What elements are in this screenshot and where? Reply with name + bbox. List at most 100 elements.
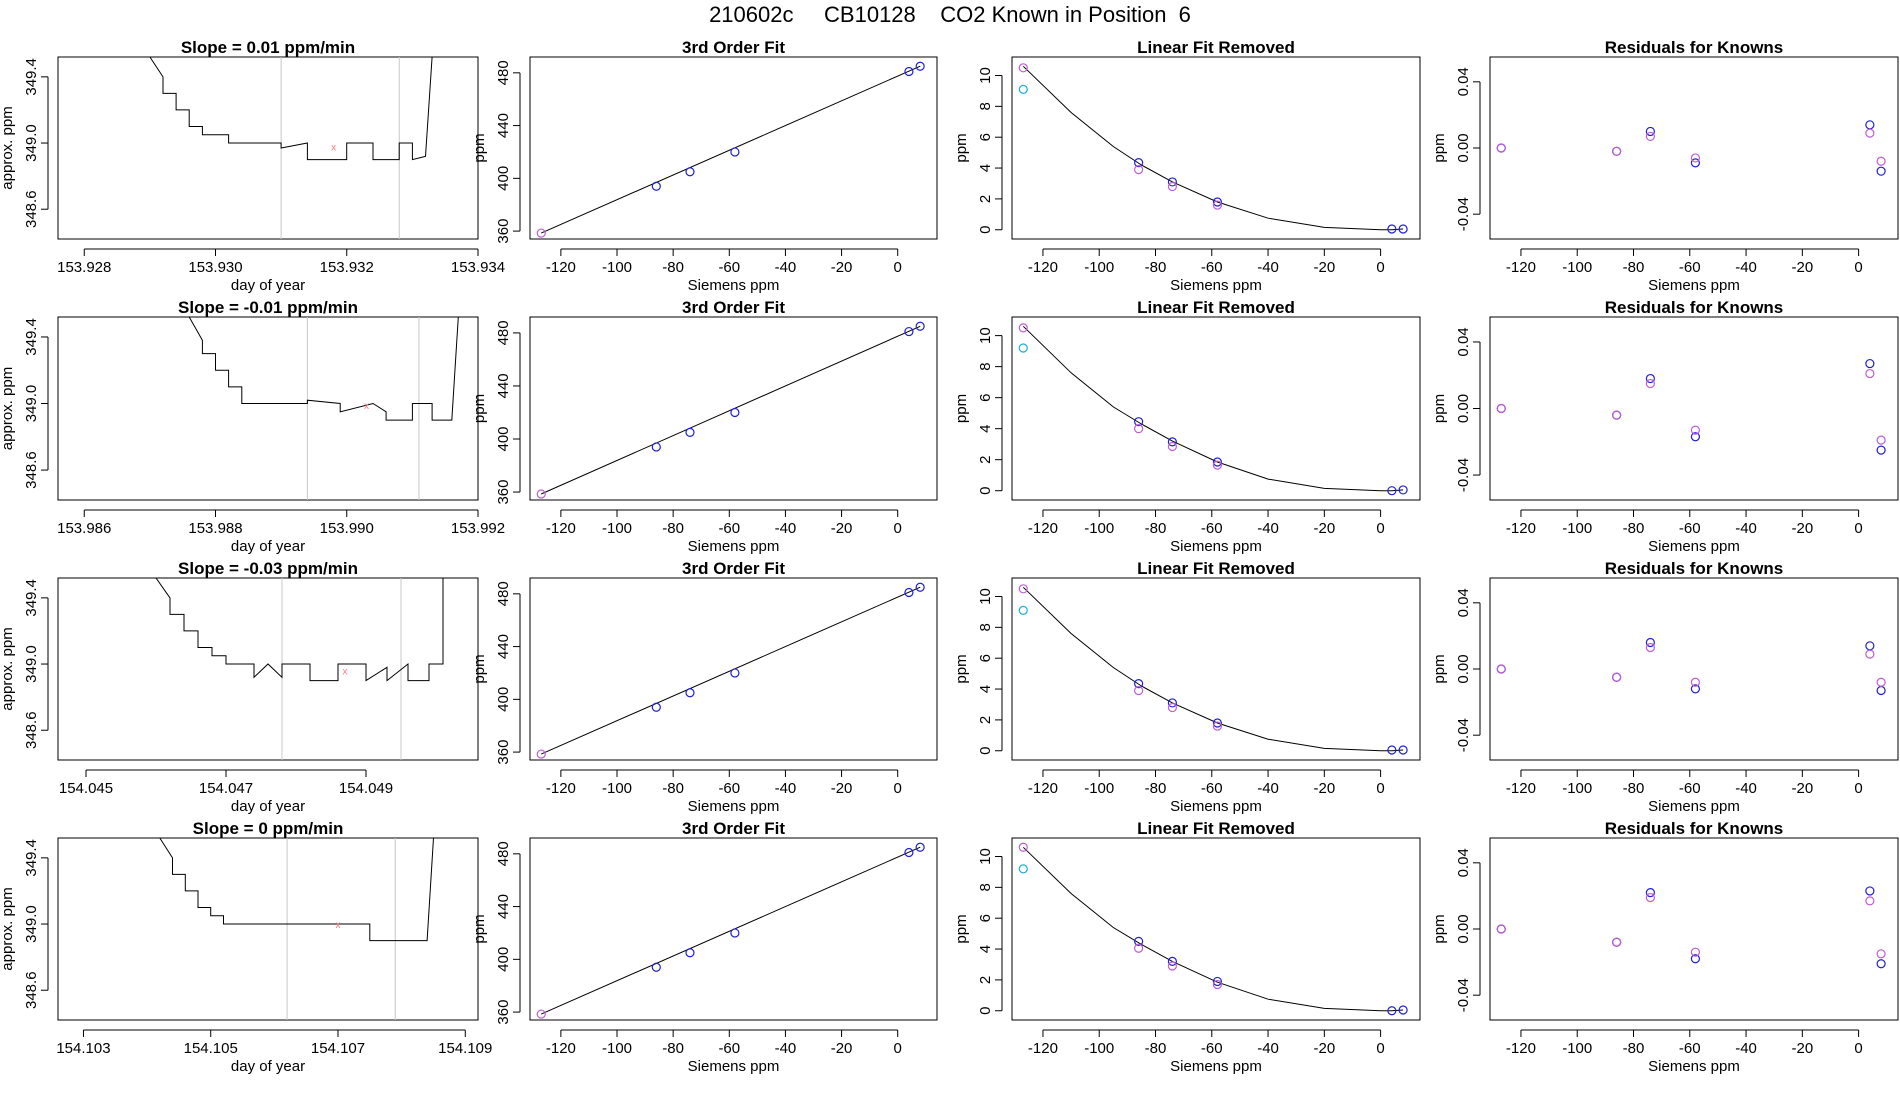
plot-area: x [149,57,433,239]
x-axis-label: day of year [231,1058,305,1075]
data-point [1134,164,1144,175]
x-tick-label: -120 [546,780,576,797]
plot-frame [529,56,938,240]
x-tick-label: -120 [1028,780,1058,797]
data-point [1612,937,1622,947]
y-tick-label: 10 [977,67,994,84]
x-tick-label: -40 [1735,520,1757,537]
y-tick-label: 2 [977,456,994,464]
x-tick-label: -20 [1791,520,1813,537]
x-tick-label: -20 [1313,780,1335,797]
data-point [915,61,925,71]
panel-13: Slope = 0 ppm/min 154.103 154.105 154.107 15… [0,819,492,1075]
x-tick-label: -100 [1084,1040,1114,1057]
figure-title: 210602c CB10128 CO2 Known in Position 6 [709,2,1191,27]
x-tick-label: -80 [662,1040,684,1057]
data-point [1167,698,1177,708]
fit-curve-line [540,65,921,234]
y-tick-label: 349.4 [23,318,40,356]
data-point [1134,424,1144,434]
plot-area: x [188,317,459,500]
data-point [1018,84,1028,94]
ppm-trace-line [149,57,433,161]
x-tick-label: 0 [894,780,902,797]
panel-2: 3rd Order Fit -120 -100 -80 -60 -40 -20 0 Siemen… [471,38,938,294]
data-point [1865,649,1875,659]
x-tick-label: -120 [1506,780,1536,797]
y-tick-label: 349.4 [23,579,40,617]
data-point [1018,63,1028,73]
y-tick-label: 6 [977,654,994,662]
x-tick-label: -60 [718,520,740,537]
y-tick-label: 0.04 [1455,67,1472,96]
y-axis-label: ppm [953,133,970,162]
x-tick-label: -120 [1028,520,1058,537]
x-tick-label: 154.105 [184,1040,238,1057]
data-point [1690,153,1701,163]
plot-area [1496,637,1886,696]
y-tick-label: 440 [495,113,512,138]
plot-frame [1011,577,1421,761]
x-tick-label: -100 [602,259,632,276]
data-point [1690,432,1701,442]
data-point [1212,976,1223,987]
y-tick-label: 0 [977,226,994,234]
x-tick-label: -100 [602,520,632,537]
x-tick-label: 0 [1376,259,1384,276]
data-point [904,587,914,598]
x-tick-label: 0 [894,520,902,537]
x-tick-label: -80 [1145,520,1167,537]
panel-title: 3rd Order Fit [682,38,785,57]
x-tick-label: -60 [1201,520,1223,537]
x-tick-label: -60 [1201,780,1223,797]
data-point [904,326,914,337]
data-point [1876,685,1886,696]
plot-frame [57,837,479,1021]
data-point [1865,358,1875,369]
data-point [685,167,695,177]
panel-title: Residuals for Knowns [1605,298,1784,317]
data-point [1018,343,1028,353]
data-point [1645,131,1655,142]
x-tick-label: -80 [1623,520,1645,537]
x-tick-label: -100 [1084,520,1114,537]
y-axis-label: ppm [1431,654,1448,683]
y-tick-label: 349.4 [23,58,40,96]
data-point [1134,158,1144,168]
data-point [1690,954,1701,964]
midpoint-marker: x [331,142,336,153]
x-tick-label: 153.988 [188,520,242,537]
data-point [1645,642,1655,653]
data-point [1387,224,1397,234]
plot-frame [529,316,938,501]
x-tick-label: -80 [1145,1040,1167,1057]
y-axis-label: ppm [1431,133,1448,162]
panel-title: Slope = 0 ppm/min [193,819,344,838]
plot-frame [1011,837,1421,1021]
data-point [651,442,661,452]
x-tick-label: 154.103 [56,1040,110,1057]
x-tick-label: 153.934 [451,259,505,276]
plot-area [536,842,925,1019]
x-tick-label: 0 [894,1040,902,1057]
data-point [1212,460,1223,470]
data-point [1167,702,1177,713]
data-point [730,147,740,157]
ppm-trace-line [188,317,459,421]
y-tick-label: 0.00 [1455,654,1472,683]
y-tick-label: 2 [977,976,994,984]
fit-curve-line [1022,846,1404,1012]
x-axis-label: day of year [231,277,305,294]
panel-title: Linear Fit Removed [1137,38,1295,57]
data-point [1167,961,1177,971]
x-axis-label: Siemens ppm [1170,277,1262,294]
x-tick-label: -120 [546,259,576,276]
data-point [651,702,661,712]
x-tick-label: -120 [546,1040,576,1057]
y-tick-label: 400 [495,687,512,712]
data-point [915,582,925,592]
x-tick-label: 154.107 [311,1040,365,1057]
panel-title: 3rd Order Fit [682,298,785,317]
x-axis-label: day of year [231,798,305,815]
